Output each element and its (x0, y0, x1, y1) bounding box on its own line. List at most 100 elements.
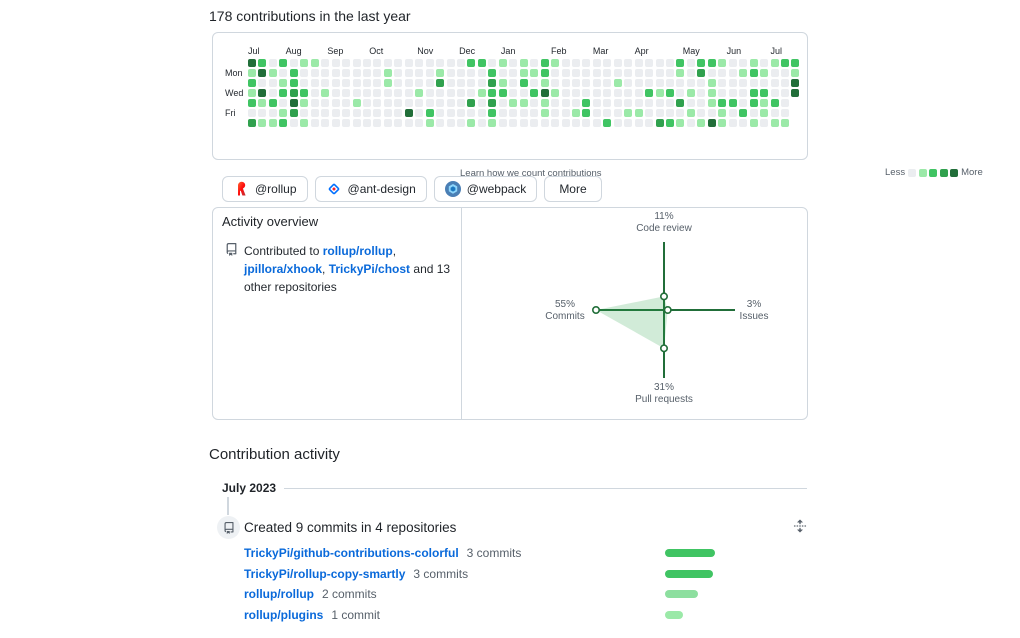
heatmap-cell[interactable] (728, 79, 737, 87)
heatmap-cell[interactable] (425, 69, 434, 77)
heatmap-cell[interactable] (540, 99, 549, 107)
heatmap-cell[interactable] (310, 89, 319, 97)
heatmap-cell[interactable] (446, 59, 455, 67)
heatmap-cell[interactable] (488, 119, 497, 127)
heatmap-cell[interactable] (551, 79, 560, 87)
heatmap-cell[interactable] (645, 99, 654, 107)
heatmap-cell[interactable] (634, 79, 643, 87)
heatmap-cell[interactable] (352, 79, 361, 87)
heatmap-cell[interactable] (248, 109, 256, 117)
heatmap-cell[interactable] (582, 89, 591, 97)
heatmap-cell[interactable] (321, 79, 330, 87)
heatmap-cell[interactable] (457, 69, 465, 77)
heatmap-cell[interactable] (551, 89, 560, 97)
heatmap-cell[interactable] (300, 89, 309, 97)
heatmap-cell[interactable] (373, 79, 382, 87)
heatmap-cell[interactable] (540, 109, 549, 117)
heatmap-cell[interactable] (321, 59, 330, 67)
heatmap-cell[interactable] (697, 119, 706, 127)
heatmap-cell[interactable] (780, 69, 789, 77)
heatmap-cell[interactable] (394, 99, 403, 107)
heatmap-cell[interactable] (279, 59, 288, 67)
heatmap-cell[interactable] (457, 99, 465, 107)
heatmap-cell[interactable] (770, 99, 779, 107)
heatmap-cell[interactable] (561, 89, 570, 97)
heatmap-cell[interactable] (592, 59, 601, 67)
heatmap-cell[interactable] (289, 109, 298, 117)
heatmap-cell[interactable] (394, 109, 403, 117)
contributed-repo-link[interactable]: TrickyPi/chost (328, 262, 411, 276)
heatmap-cell[interactable] (791, 89, 800, 97)
heatmap-cell[interactable] (289, 59, 298, 67)
heatmap-cell[interactable] (509, 79, 518, 87)
heatmap-cell[interactable] (582, 79, 591, 87)
heatmap-cell[interactable] (686, 59, 695, 67)
heatmap-cell[interactable] (686, 79, 695, 87)
heatmap-cell[interactable] (279, 89, 288, 97)
heatmap-cell[interactable] (300, 59, 309, 67)
heatmap-cell[interactable] (352, 89, 361, 97)
heatmap-cell[interactable] (268, 59, 277, 67)
heatmap-cell[interactable] (362, 79, 371, 87)
heatmap-cell[interactable] (446, 79, 455, 87)
heatmap-cell[interactable] (571, 109, 580, 117)
heatmap-cell[interactable] (477, 99, 486, 107)
heatmap-cell[interactable] (551, 109, 560, 117)
heatmap-cell[interactable] (561, 69, 570, 77)
heatmap-cell[interactable] (467, 69, 476, 77)
heatmap-cell[interactable] (248, 79, 256, 87)
heatmap-cell[interactable] (718, 99, 727, 107)
heatmap-cell[interactable] (718, 59, 727, 67)
heatmap-cell[interactable] (342, 99, 351, 107)
heatmap-cell[interactable] (310, 69, 319, 77)
heatmap-cell[interactable] (770, 89, 779, 97)
heatmap-cell[interactable] (634, 59, 643, 67)
heatmap-cell[interactable] (425, 89, 434, 97)
heatmap-cell[interactable] (373, 99, 382, 107)
commit-repo-link[interactable]: TrickyPi/rollup-copy-smartly (244, 566, 406, 581)
heatmap-cell[interactable] (613, 109, 622, 117)
heatmap-cell[interactable] (268, 79, 277, 87)
heatmap-cell[interactable] (676, 69, 685, 77)
heatmap-cell[interactable] (383, 69, 392, 77)
heatmap-cell[interactable] (592, 99, 601, 107)
heatmap-cell[interactable] (342, 59, 351, 67)
heatmap-cell[interactable] (697, 109, 706, 117)
heatmap-cell[interactable] (707, 89, 716, 97)
heatmap-cell[interactable] (404, 89, 413, 97)
unfold-icon[interactable] (793, 519, 807, 536)
heatmap-cell[interactable] (749, 69, 758, 77)
heatmap-cell[interactable] (289, 89, 298, 97)
heatmap-cell[interactable] (561, 119, 570, 127)
heatmap-cell[interactable] (592, 109, 601, 117)
heatmap-cell[interactable] (446, 69, 455, 77)
heatmap-cell[interactable] (258, 119, 267, 127)
heatmap-cell[interactable] (728, 109, 737, 117)
heatmap-cell[interactable] (342, 89, 351, 97)
heatmap-cell[interactable] (697, 59, 706, 67)
heatmap-cell[interactable] (373, 59, 382, 67)
heatmap-cell[interactable] (697, 99, 706, 107)
heatmap-cell[interactable] (321, 69, 330, 77)
heatmap-cell[interactable] (436, 89, 445, 97)
heatmap-cell[interactable] (289, 69, 298, 77)
heatmap-cell[interactable] (310, 79, 319, 87)
heatmap-cell[interactable] (624, 69, 633, 77)
heatmap-cell[interactable] (645, 89, 654, 97)
heatmap-cell[interactable] (457, 119, 465, 127)
heatmap-cell[interactable] (613, 69, 622, 77)
heatmap-cell[interactable] (394, 79, 403, 87)
heatmap-cell[interactable] (749, 99, 758, 107)
heatmap-cell[interactable] (634, 109, 643, 117)
heatmap-cell[interactable] (383, 109, 392, 117)
heatmap-cell[interactable] (780, 99, 789, 107)
heatmap-cell[interactable] (258, 69, 267, 77)
heatmap-cell[interactable] (749, 79, 758, 87)
heatmap-cell[interactable] (666, 59, 674, 67)
heatmap-cell[interactable] (394, 59, 403, 67)
heatmap-cell[interactable] (707, 59, 716, 67)
heatmap-cell[interactable] (571, 89, 580, 97)
heatmap-cell[interactable] (718, 69, 727, 77)
heatmap-cell[interactable] (268, 69, 277, 77)
heatmap-cell[interactable] (373, 109, 382, 117)
